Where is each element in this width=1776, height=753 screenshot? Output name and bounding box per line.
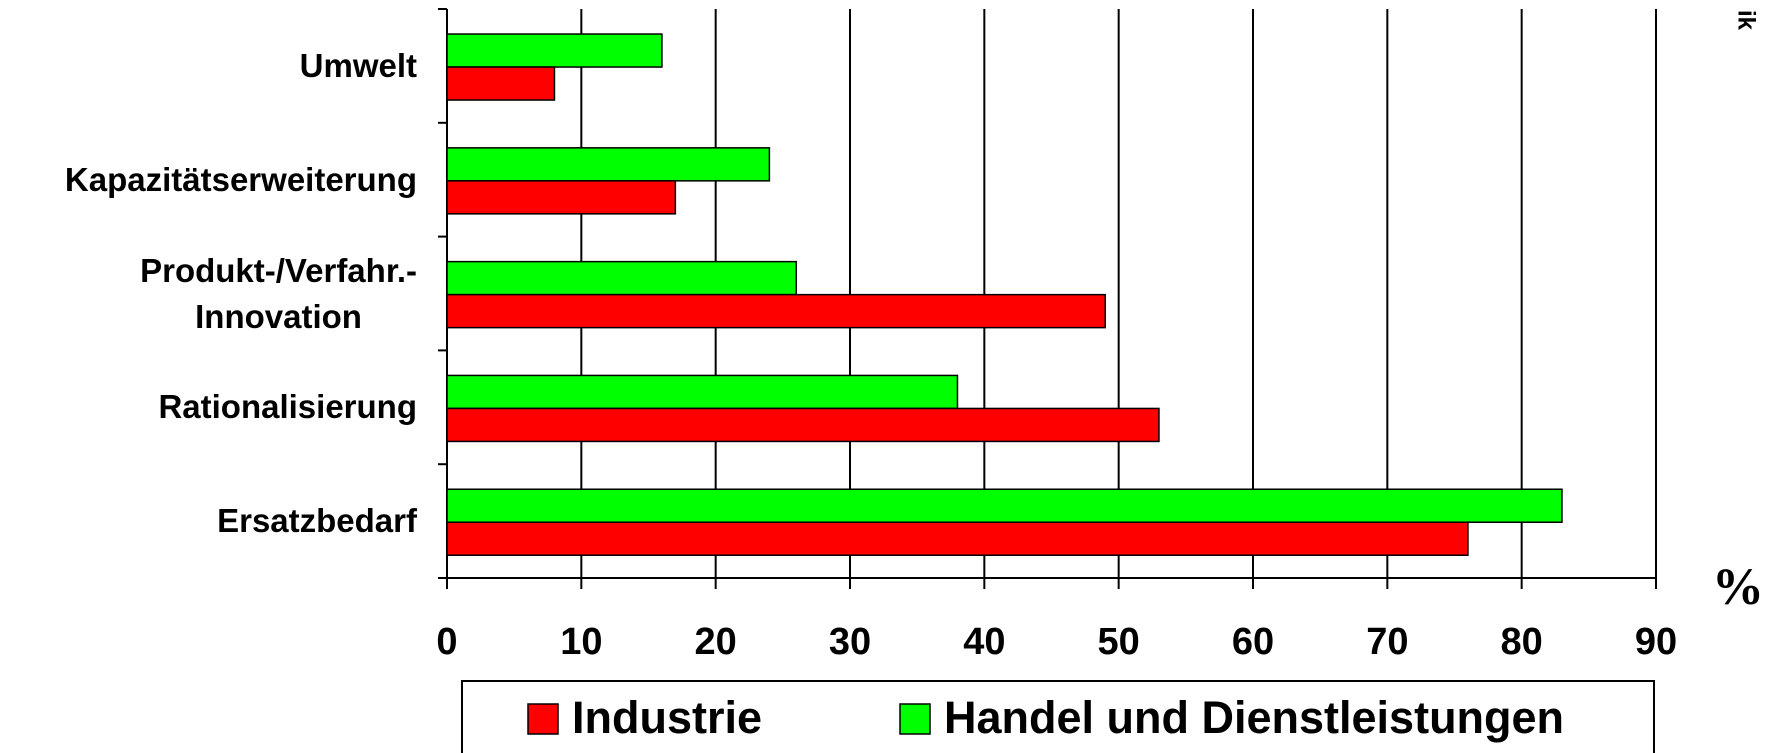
bar <box>446 488 1563 523</box>
category-label: Rationalisierung <box>158 388 417 426</box>
category-label: Kapazitätserweiterung <box>64 160 417 198</box>
x-tick-label: 10 <box>560 621 602 663</box>
cut-off-annotation: ik <box>1733 10 1760 31</box>
bar <box>446 521 1469 556</box>
x-tick-label: 70 <box>1366 621 1408 663</box>
x-tick-label: 20 <box>695 621 737 663</box>
legend-swatch <box>899 703 931 735</box>
x-tick-label: 40 <box>963 621 1005 663</box>
bar <box>446 33 663 68</box>
x-tick-label: 30 <box>829 621 871 663</box>
bar <box>446 147 771 182</box>
legend-label: Industrie <box>572 692 762 743</box>
category-label: Umwelt <box>299 46 417 84</box>
category-label: Produkt-/Verfahr.- Innovation <box>140 251 417 335</box>
bar <box>446 180 677 215</box>
x-axis-label: % <box>1712 559 1764 616</box>
category-label: Ersatzbedarf <box>217 502 417 540</box>
x-tick-label: 50 <box>1098 621 1140 663</box>
bar <box>446 260 798 296</box>
bar <box>446 374 959 410</box>
legend-box <box>461 680 1655 753</box>
x-tick-label: 0 <box>436 621 457 663</box>
legend-swatch <box>527 703 559 735</box>
bar <box>446 293 1106 329</box>
x-tick-label: 80 <box>1501 621 1543 663</box>
x-tick-label: 60 <box>1232 621 1274 663</box>
bar <box>446 66 556 101</box>
legend-label: Handel und Dienstleistungen <box>944 692 1564 743</box>
bar <box>446 407 1160 443</box>
x-tick-label: 90 <box>1635 621 1677 663</box>
